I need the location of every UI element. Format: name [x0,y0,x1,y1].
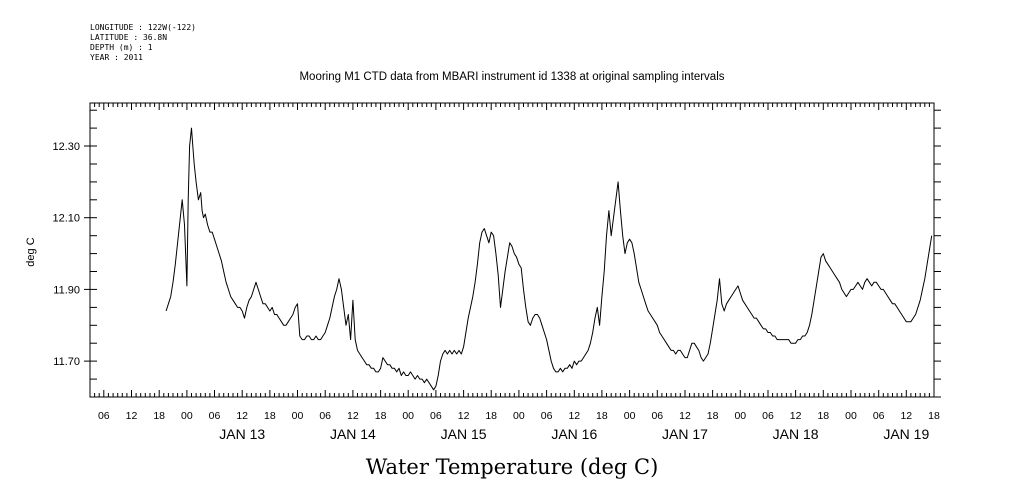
x-hour-tick-label: 00 [513,410,525,422]
x-hour-tick-label: 06 [651,410,663,422]
x-hour-tick-label: 18 [707,410,719,422]
x-hour-tick-label: 12 [790,410,802,422]
x-hour-tick-label: 18 [817,410,829,422]
x-hour-tick-label: 06 [430,410,442,422]
x-hour-tick-label: 00 [292,410,304,422]
x-day-label: JAN 17 [662,426,708,442]
axis-ticks [84,103,941,398]
x-hour-tick-label: 18 [264,410,276,422]
x-hour-tick-label: 00 [402,410,414,422]
x-hour-tick-label: 18 [153,410,165,422]
metadata-depth: DEPTH (m) : 1 [90,43,153,52]
chart-title: Mooring M1 CTD data from MBARI instrumen… [299,71,724,83]
x-axis-label: Water Temperature (deg C) [366,455,659,479]
x-hour-tick-label: 12 [679,410,691,422]
x-tick-labels: 06 12 18 00 06 12 18 00 06 12 18 00 06 12 18 00 06 12 18 00… [98,410,940,442]
x-hour-tick-label: 12 [126,410,138,422]
x-hour-tick-label: 06 [762,410,774,422]
x-day-label: JAN 13 [219,426,265,442]
y-tick-label: 11.90 [53,284,80,296]
x-hour-tick-label: 00 [734,410,746,422]
x-hour-tick-label: 00 [181,410,193,422]
x-hour-tick-label: 06 [98,410,110,422]
x-hour-tick-label: 12 [568,410,580,422]
x-hour-tick-label: 06 [541,410,553,422]
x-day-label: JAN 15 [441,426,487,442]
y-tick-labels: 11.70 11.90 12.10 12.30 [52,141,80,368]
x-hour-tick-label: 06 [209,410,221,422]
y-tick-label: 12.10 [52,213,80,225]
y-axis-label: deg C [25,237,37,266]
x-hour-tick-label: 18 [596,410,608,422]
temperature-series-line [165,127,933,391]
x-hour-tick-label: 06 [873,410,885,422]
series-layer [165,127,933,391]
x-hour-tick-label: 18 [375,410,387,422]
x-hour-tick-label: 18 [485,410,497,422]
mooring-metadata: LONGITUDE : 122W(-122) LATITUDE : 36.8N … [90,23,196,62]
metadata-latitude: LATITUDE : 36.8N [90,33,167,42]
x-hour-tick-label: 12 [458,410,470,422]
x-hour-tick-label: 06 [319,410,331,422]
x-hour-tick-label: 00 [845,410,857,422]
x-day-label: JAN 14 [330,426,376,442]
x-hour-tick-label: 18 [928,410,940,422]
metadata-year: YEAR : 2011 [90,53,143,62]
x-day-label: JAN 16 [551,426,597,442]
metadata-longitude: LONGITUDE : 122W(-122) [90,23,196,32]
x-day-label: JAN 19 [883,426,929,442]
x-hour-tick-label: 12 [900,410,912,422]
x-hour-tick-label: 12 [347,410,359,422]
y-tick-label: 11.70 [53,356,80,368]
x-hour-tick-label: 12 [236,410,248,422]
x-hour-tick-label: 00 [624,410,636,422]
plot-frame [89,102,935,398]
y-tick-label: 12.30 [52,141,80,153]
x-day-label: JAN 18 [773,426,819,442]
